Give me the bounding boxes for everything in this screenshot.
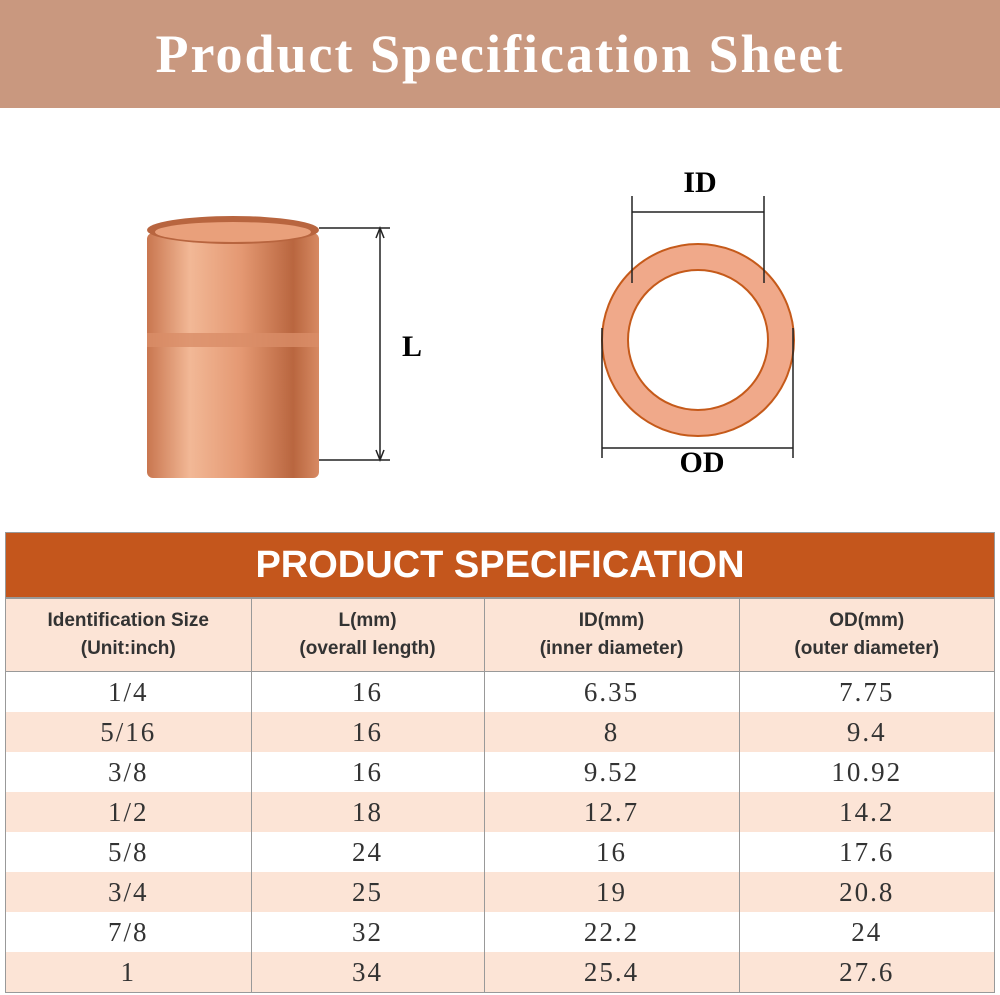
ring	[602, 244, 794, 436]
table-row: 5/8 24 16 17.6	[6, 832, 994, 872]
length-label: L	[402, 330, 422, 363]
table-cell: 5/8	[6, 832, 252, 872]
page-title: Product Specification Sheet	[155, 24, 845, 84]
table-cell: 14.2	[739, 792, 994, 832]
table-cell: 10.92	[831, 756, 903, 787]
table-cell: 22.2	[484, 912, 740, 952]
table-cell: 24	[251, 832, 485, 872]
table-row: 3/8 16 9.52 10.92	[6, 752, 994, 792]
spec-table: PRODUCT SPECIFICATION Identification Siz…	[5, 532, 995, 993]
table-cell: 16	[251, 712, 485, 752]
table-cell: 9.4	[739, 712, 994, 752]
header-line: (outer diameter)	[794, 638, 940, 659]
table-cell: 6.35	[484, 671, 740, 712]
table-row: 3/4 25 19 20.8	[6, 872, 994, 912]
coupling-inner	[155, 222, 311, 242]
table-row: 1/4 16 6.35 7.75	[6, 671, 994, 712]
ring-inner	[627, 269, 769, 411]
table-row: 7/8 32 22.2 24	[6, 912, 994, 952]
banner: Product Specification Sheet	[0, 0, 1000, 108]
table-cell: 16	[484, 832, 740, 872]
table-cell: 12.7	[484, 792, 740, 832]
table-row: 1/2 18 12.7 14.2	[6, 792, 994, 832]
table-cell: 18	[251, 792, 485, 832]
table-cell: 20.8	[739, 872, 994, 912]
table-cell: 24	[851, 916, 883, 947]
length-dimension	[319, 225, 390, 463]
column-header: OD(mm) (outer diameter)	[739, 599, 994, 672]
table-cell: 25	[251, 872, 485, 912]
table-cell: 34	[251, 952, 485, 992]
table-cell: 3/4	[6, 872, 252, 912]
column-header: Identification Size (Unit:inch)	[6, 599, 252, 672]
od-label: OD	[680, 446, 725, 479]
table-cell: 17.6	[839, 836, 895, 867]
column-header: L(mm) (overall length)	[251, 599, 485, 672]
table: Identification Size (Unit:inch) L(mm) (over…	[6, 599, 994, 992]
table-row: 1 34 25.4 27.6	[6, 952, 994, 992]
table-cell: 27.6	[739, 952, 994, 992]
table-title: PRODUCT SPECIFICATION	[6, 533, 994, 599]
table-cell: 16	[251, 752, 485, 792]
table-row: 5/16 16 8 9.4	[6, 712, 994, 752]
table-cell: 1/4	[6, 671, 252, 712]
table-cell: 16	[251, 671, 485, 712]
header-line: OD(mm)	[829, 610, 905, 631]
table-cell: 19	[484, 872, 740, 912]
table-cell: 1/2	[6, 792, 252, 832]
header-line: ID(mm)	[578, 610, 645, 631]
table-cell: 9.52	[484, 752, 740, 792]
table-cell: 7.75	[839, 676, 895, 707]
table-cell: 1	[6, 952, 252, 992]
coupling-body	[147, 233, 319, 478]
header-line: Identification Size	[47, 610, 210, 631]
table-cell: 5/16	[6, 712, 252, 752]
column-header: ID(mm) (inner diameter)	[484, 599, 740, 672]
product-diagram: L ID OD	[147, 166, 795, 479]
coupling-ridge	[147, 333, 319, 347]
table-cell: 25.4	[484, 952, 740, 992]
header-line: L(mm)	[338, 610, 397, 631]
table-cell: 8	[484, 712, 740, 752]
table-cell: 7/8	[6, 912, 252, 952]
header-line: (Unit:inch)	[80, 638, 176, 659]
table-cell: 3/8	[6, 752, 252, 792]
id-label: ID	[683, 166, 716, 199]
table-cell: 32	[251, 912, 485, 952]
header-line: (overall length)	[299, 638, 436, 659]
header-line: (inner diameter)	[539, 638, 684, 659]
diameter-dimensions	[601, 196, 794, 458]
ring-outer	[601, 243, 795, 437]
